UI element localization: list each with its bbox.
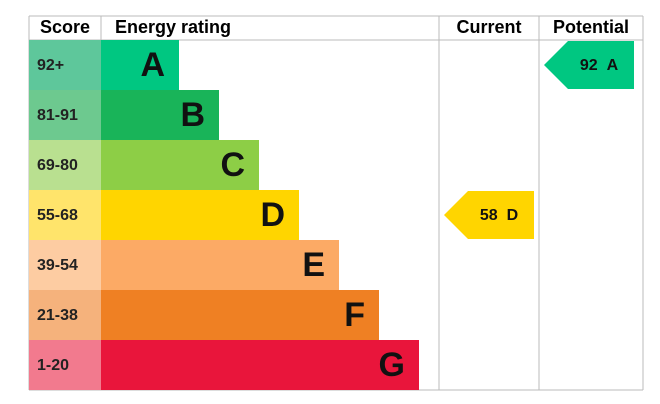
score-cell: [29, 190, 101, 240]
rating-bar: [101, 40, 179, 90]
rating-letter: D: [260, 196, 285, 234]
potential-arrow: [544, 41, 634, 89]
rating-bar: [101, 190, 299, 240]
rating-letter: B: [180, 96, 205, 134]
current-label: 58 D: [480, 207, 518, 224]
score-label: 39-54: [37, 257, 78, 274]
score-cell: [29, 340, 101, 390]
header-rating: Energy rating: [115, 17, 231, 37]
score-label: 21-38: [37, 307, 78, 324]
score-label: 92+: [37, 57, 64, 74]
header-potential: Potential: [553, 17, 629, 37]
score-cell: [29, 290, 101, 340]
potential-value: 92: [580, 57, 598, 74]
rating-bar: [101, 90, 219, 140]
current-value: 58: [480, 207, 498, 224]
score-cell: [29, 40, 101, 90]
current-arrow: [444, 191, 534, 239]
header-current: Current: [456, 17, 521, 37]
header-score: Score: [40, 17, 90, 37]
score-cell: [29, 140, 101, 190]
rating-letter: G: [379, 346, 405, 384]
rating-bar: [101, 340, 419, 390]
rating-letter: E: [302, 246, 325, 284]
score-label: 69-80: [37, 157, 78, 174]
current-rating: D: [507, 207, 519, 224]
score-cell: [29, 90, 101, 140]
rating-letter: F: [344, 296, 365, 334]
score-label: 81-91: [37, 107, 78, 124]
rating-bar: [101, 140, 259, 190]
rating-letter: C: [220, 146, 245, 184]
rating-bar: [101, 240, 339, 290]
rating-bar: [101, 290, 379, 340]
rating-letter: A: [140, 46, 165, 84]
score-label: 55-68: [37, 207, 78, 224]
score-label: 1-20: [37, 357, 69, 374]
potential-label: 92 A: [580, 57, 619, 74]
potential-rating: A: [607, 57, 619, 74]
score-cell: [29, 240, 101, 290]
